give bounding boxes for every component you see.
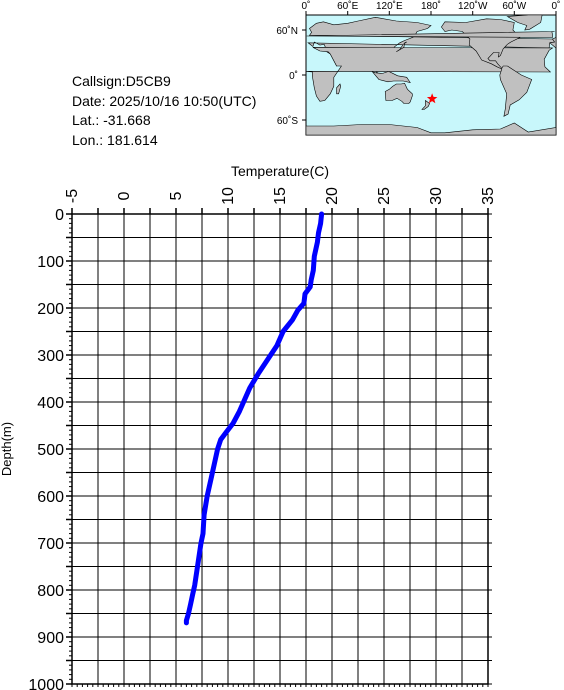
chart-grid: [71, 213, 489, 685]
y-tick-label: 100: [37, 254, 64, 271]
x-tick-label: 5: [168, 191, 185, 200]
y-tick-label: 200: [37, 301, 64, 318]
map-lon-label: 180˚: [421, 0, 441, 12]
y-tick-label: 0: [55, 207, 64, 224]
y-tick-labels: 0 100 200 300 400 500 600 700 800 900 1000: [28, 207, 64, 690]
x-tick-label: 0: [116, 191, 133, 200]
map-lat-label: 60˚S: [277, 115, 298, 127]
land-europe-edge: [549, 37, 557, 49]
land-uk: [306, 31, 555, 38]
land-greenland: [506, 14, 543, 31]
y-tick-label: 300: [37, 348, 64, 365]
y-tick-label: 700: [37, 536, 64, 553]
map-lon-label: 120˚W: [458, 0, 488, 12]
map-land: [305, 14, 557, 136]
date-text: Date: 2025/10/16 10:50(UTC): [72, 92, 257, 109]
callsign-text: Callsign:D5CB9: [72, 73, 171, 89]
x-tick-label: 20: [324, 187, 341, 205]
map-lat-label: 60˚N: [276, 25, 298, 37]
y-tick-label: 900: [37, 630, 64, 647]
x-tick-label: -5: [64, 189, 81, 203]
temperature-profile-line: [183, 211, 325, 626]
map-labels: 0˚ 60˚E 120˚E 180˚ 120˚W 60˚W 0˚ 60˚N 0˚ 60˚S: [276, 0, 560, 127]
y-tick-label: 1000: [28, 677, 64, 690]
land-new-zealand: [421, 99, 430, 110]
x-axis-title: Temperature(C): [231, 163, 329, 179]
y-tick-label: 600: [37, 489, 64, 506]
x-tick-label: 30: [428, 187, 445, 205]
map-lon-label: 0˚: [552, 0, 561, 12]
land-australia: [384, 82, 413, 104]
station-marker-icon: [426, 93, 438, 104]
y-axis-title: Depth(m): [0, 422, 14, 476]
land-madagascar: [336, 83, 342, 95]
map-lon-label: 60˚W: [502, 0, 526, 12]
profile-info: Callsign:D5CB9 Date: 2025/10/16 10:50(UT…: [72, 72, 256, 150]
longitude-text: Lon.: 181.614: [72, 131, 158, 148]
y-tick-label: 500: [37, 442, 64, 459]
plot-frame: [71, 213, 489, 685]
x-tick-label: 15: [272, 187, 289, 205]
x-tick-label: 35: [480, 187, 497, 205]
land-japan: [396, 41, 407, 53]
world-map: 0˚ 60˚E 120˚E 180˚ 120˚W 60˚W 0˚ 60˚N 0˚ 60˚S: [276, 0, 560, 136]
x-tick-label: 25: [376, 187, 393, 205]
land-indonesia: [371, 70, 411, 83]
land-antarctica: [305, 122, 557, 136]
map-lon-label: 0˚: [302, 0, 311, 12]
map-lat-label: 0˚: [289, 70, 298, 82]
y-tick-label: 800: [37, 583, 64, 600]
chart-ticks: [66, 208, 492, 687]
map-lon-label: 120˚E: [376, 0, 403, 12]
x-tick-labels: -5 0 5 10 15 20 25 30 35: [64, 187, 497, 205]
map-ticks: [302, 11, 557, 121]
map-lon-label: 60˚E: [337, 0, 358, 12]
latitude-text: Lat.: -31.668: [72, 112, 151, 128]
y-tick-label: 400: [37, 395, 64, 412]
x-tick-label: 10: [220, 187, 237, 205]
